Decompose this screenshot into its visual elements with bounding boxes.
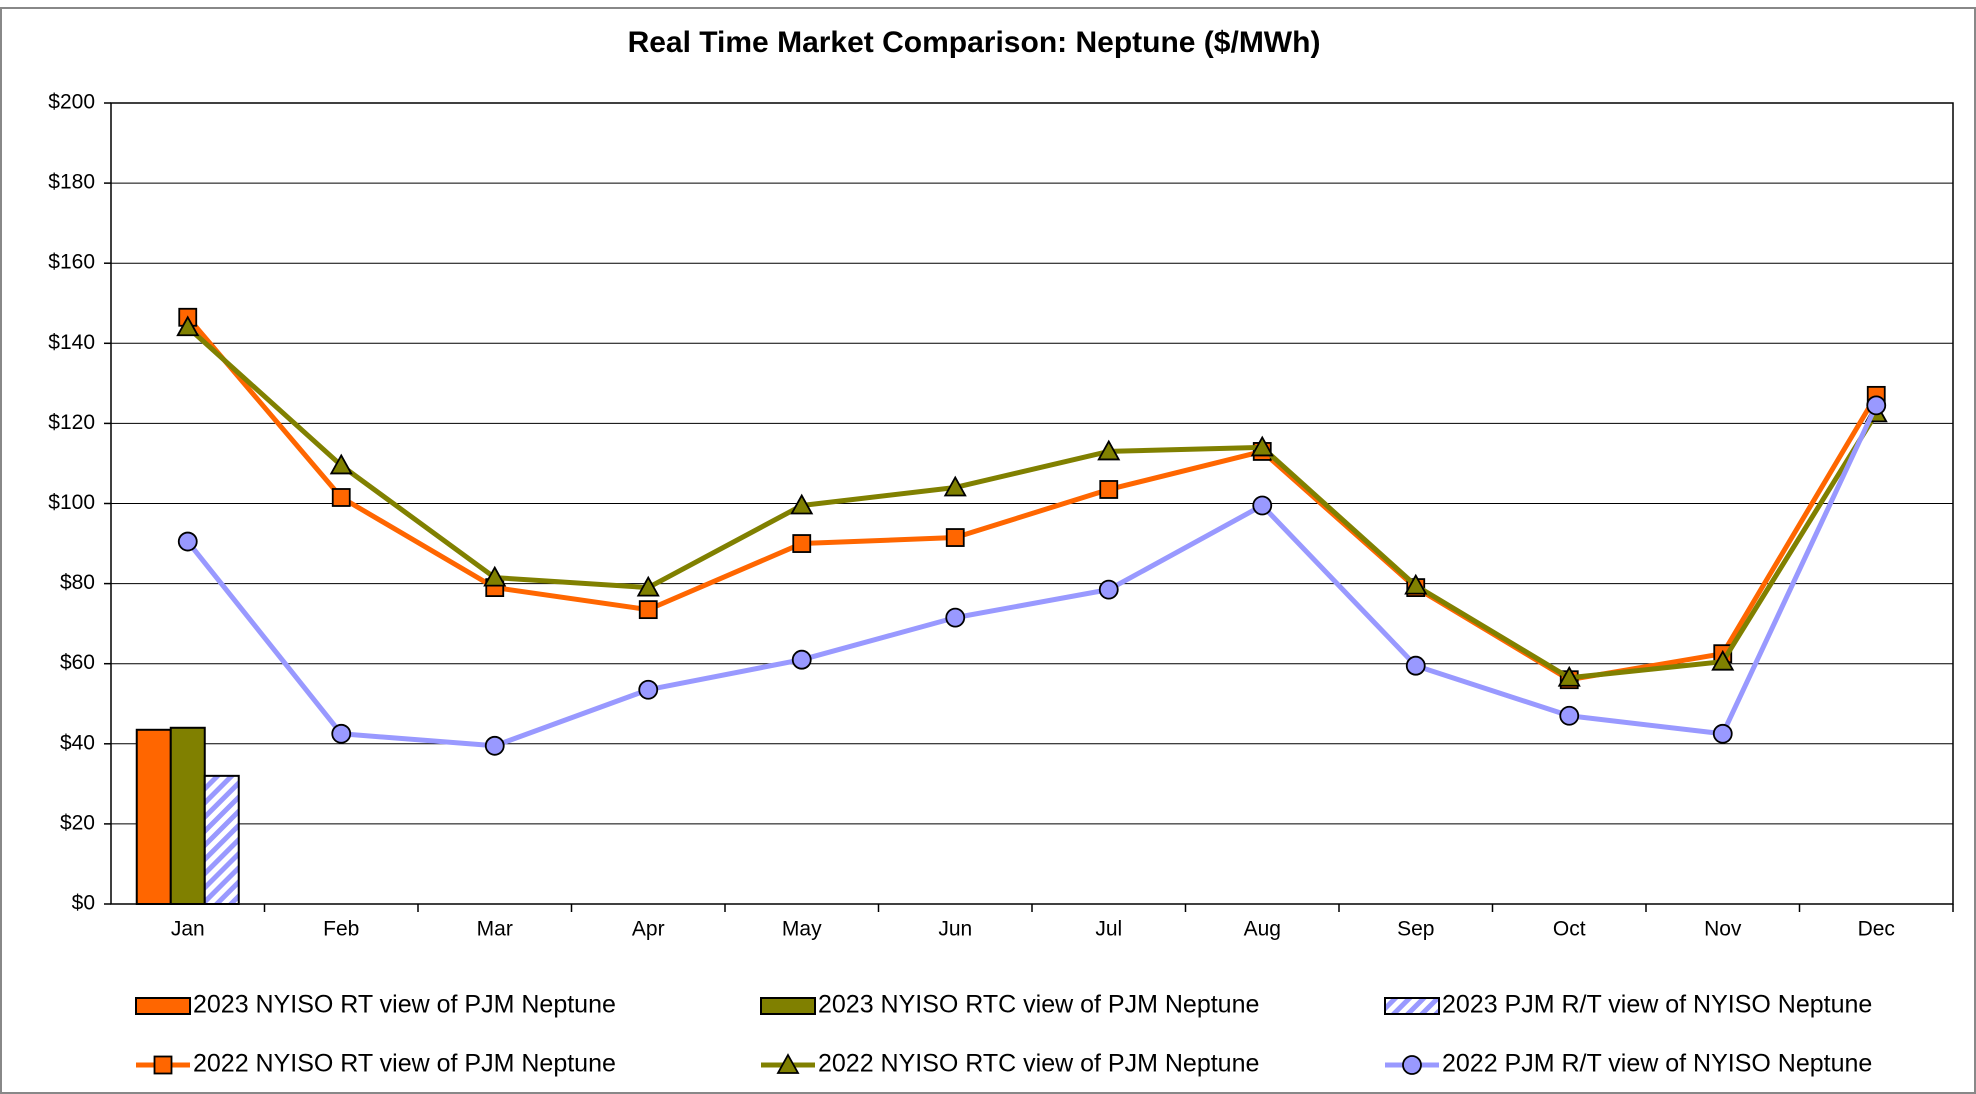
legend-label: 2023 PJM R/T view of NYISO Neptune xyxy=(1442,991,1872,1019)
legend-label: 2023 NYISO RTC view of PJM Neptune xyxy=(818,991,1259,1019)
y-tick-label: $180 xyxy=(48,171,95,194)
y-tick-label: $140 xyxy=(48,331,95,354)
point-marker xyxy=(945,528,965,547)
point-marker xyxy=(1405,655,1426,676)
y-tick-label: $20 xyxy=(60,811,95,834)
point-marker xyxy=(790,493,814,515)
chart-title: Real Time Market Comparison: Neptune ($/… xyxy=(628,26,1321,59)
point-marker xyxy=(483,565,507,587)
point-marker xyxy=(792,534,812,553)
x-tick-label: Feb xyxy=(323,918,359,941)
bar xyxy=(203,774,240,906)
x-tick-label: Mar xyxy=(477,918,513,941)
point-marker xyxy=(945,607,966,628)
y-tick-label: $120 xyxy=(48,411,95,434)
point-marker xyxy=(176,315,200,337)
legend-swatch xyxy=(135,997,191,1015)
legend-label: 2023 NYISO RT view of PJM Neptune xyxy=(193,991,616,1019)
legend-swatch xyxy=(1384,997,1440,1015)
x-tick-label: May xyxy=(782,918,822,941)
x-tick-label: Oct xyxy=(1553,918,1586,941)
point-marker xyxy=(943,475,967,497)
x-tick-label: Sep xyxy=(1397,918,1434,941)
point-marker xyxy=(791,649,812,670)
point-marker xyxy=(1099,480,1119,499)
legend-label: 2022 PJM R/T view of NYISO Neptune xyxy=(1442,1050,1872,1078)
x-tick-label: Aug xyxy=(1244,918,1281,941)
y-tick-label: $80 xyxy=(60,571,95,594)
line xyxy=(186,325,1879,681)
x-tick-label: Jan xyxy=(171,918,205,941)
y-tick-label: $40 xyxy=(60,731,95,754)
legend-marker xyxy=(1402,1055,1422,1075)
bar xyxy=(169,726,206,906)
line xyxy=(185,404,1879,749)
x-tick-label: Nov xyxy=(1704,918,1742,941)
point-marker xyxy=(638,679,659,700)
x-tick-label: Jun xyxy=(938,918,972,941)
point-marker xyxy=(331,723,352,744)
point-marker xyxy=(177,531,198,552)
point-marker xyxy=(1404,573,1428,595)
point-marker xyxy=(1711,649,1735,671)
y-tick-label: $60 xyxy=(60,651,95,674)
x-tick-label: Dec xyxy=(1858,918,1895,941)
point-marker xyxy=(1250,435,1274,457)
point-marker xyxy=(638,600,658,620)
y-tick-label: $200 xyxy=(48,91,95,114)
point-marker xyxy=(331,488,351,507)
legend-swatch xyxy=(760,997,816,1015)
legend-marker xyxy=(776,1053,800,1074)
point-marker xyxy=(1712,723,1733,744)
legend-label: 2022 NYISO RT view of PJM Neptune xyxy=(193,1050,616,1078)
y-tick-label: $100 xyxy=(48,491,95,514)
legend-label: 2022 NYISO RTC view of PJM Neptune xyxy=(818,1050,1259,1078)
point-marker xyxy=(1097,439,1121,461)
bar xyxy=(135,728,172,905)
point-marker xyxy=(1098,579,1119,600)
point-marker xyxy=(329,453,353,475)
x-tick-label: Apr xyxy=(632,918,665,941)
point-marker xyxy=(1252,495,1273,516)
point-marker xyxy=(1557,665,1581,687)
legend-marker xyxy=(153,1055,173,1075)
point-marker xyxy=(484,735,505,756)
x-tick-label: Jul xyxy=(1095,918,1122,941)
point-marker xyxy=(1559,705,1580,726)
y-tick-label: $160 xyxy=(48,251,95,274)
point-marker xyxy=(1866,395,1887,416)
point-marker xyxy=(636,575,660,597)
y-tick-label: $0 xyxy=(72,892,95,915)
